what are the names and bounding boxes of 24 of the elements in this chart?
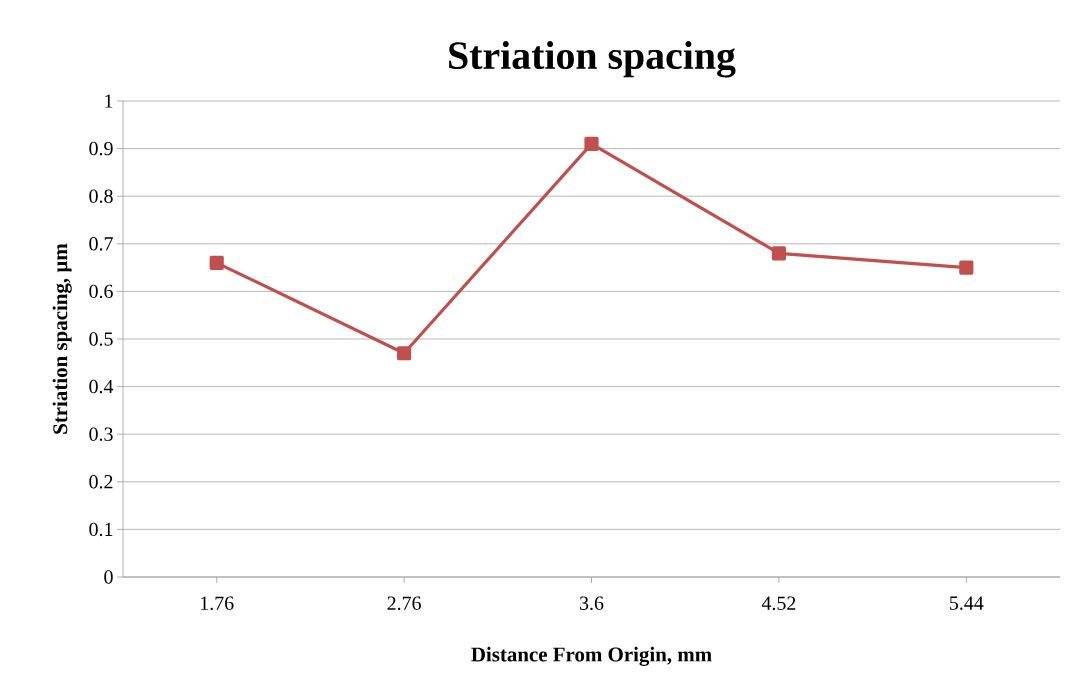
x-tick-label: 1.76 (201, 596, 234, 610)
point (584, 136, 599, 151)
y-tick-label: 0.6 (89, 284, 113, 299)
x-tick-label: 4.52 (761, 596, 796, 610)
point (771, 246, 786, 261)
y-tick-label: 0.8 (89, 189, 113, 203)
x-axis-title: Distance From Origin, mm (471, 646, 712, 666)
y-axis-title: Striation spacing, µm (52, 243, 72, 434)
y-tick-label: 1 (105, 94, 113, 108)
y-tick-label: 0.4 (89, 379, 114, 394)
chart-title: Striation spacing (449, 41, 736, 78)
point (209, 255, 224, 270)
x-tick-label: 5.44 (950, 596, 984, 610)
y-tick-label: 0.7 (89, 237, 113, 251)
y-tick-label: 0.5 (89, 332, 113, 346)
y-tick-label: 0.2 (89, 475, 113, 489)
x-tick-label: 2.76 (387, 596, 421, 610)
point (397, 346, 412, 361)
point (959, 260, 974, 275)
y-tick-label: 0.1 (89, 522, 113, 537)
x-tick-label: 3.6 (580, 596, 604, 610)
y-tick-label: 0 (104, 570, 113, 584)
y-tick-label: 0.3 (89, 427, 113, 441)
y-tick-label: 0.9 (89, 141, 113, 156)
